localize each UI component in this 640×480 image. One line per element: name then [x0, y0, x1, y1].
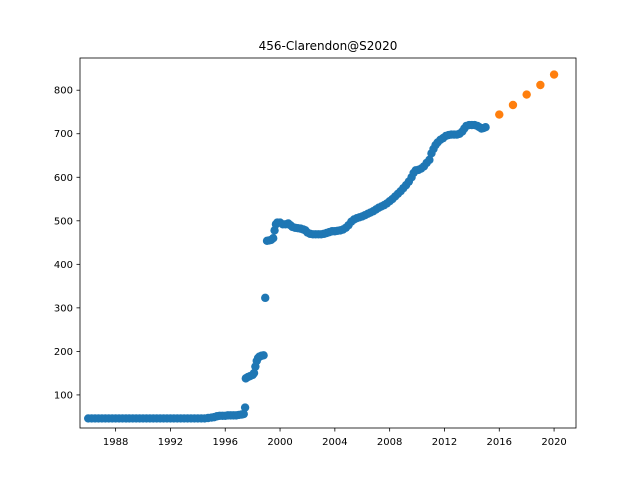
- history-point: [261, 293, 270, 303]
- history-point: [259, 351, 268, 360]
- y-tick-label: 800: [54, 86, 73, 97]
- y-tick-label: 300: [54, 303, 73, 314]
- history-point: [240, 403, 250, 412]
- projection-point: [549, 70, 559, 79]
- y-axis-ticks: 100 200 300 400 500 600 700 800: [54, 86, 80, 401]
- history-point: [239, 409, 248, 419]
- history-point: [425, 155, 434, 165]
- history-point: [268, 234, 278, 243]
- x-tick-label: 2012: [432, 437, 457, 448]
- x-tick-label: 2004: [322, 437, 347, 448]
- x-tick-label: 1996: [213, 437, 238, 448]
- plot-area-frame: [79, 57, 577, 429]
- x-tick-label: 2020: [541, 437, 566, 448]
- projection-point: [508, 100, 518, 110]
- y-tick-label: 500: [54, 216, 73, 227]
- x-tick-label: 2016: [487, 437, 512, 448]
- projection-point: [522, 90, 531, 99]
- projection-point: [495, 110, 504, 119]
- y-tick-label: 600: [54, 173, 73, 184]
- y-tick-label: 100: [54, 390, 73, 401]
- history-point: [249, 368, 259, 378]
- data-points: [84, 70, 559, 423]
- history-point: [481, 123, 490, 132]
- x-axis-ticks: 1988 1992 1996 2000 2004 2008 2012 2016 2020: [103, 428, 567, 448]
- projection-point: [536, 80, 545, 90]
- x-tick-label: 1988: [103, 437, 128, 448]
- y-tick-label: 400: [54, 260, 73, 271]
- y-tick-label: 700: [54, 129, 73, 140]
- chart-title: 456-Clarendon@S2020: [259, 39, 398, 53]
- x-tick-label: 2008: [377, 437, 402, 448]
- y-tick-label: 200: [54, 347, 73, 358]
- x-tick-label: 2000: [267, 437, 292, 448]
- x-tick-label: 1992: [158, 437, 183, 448]
